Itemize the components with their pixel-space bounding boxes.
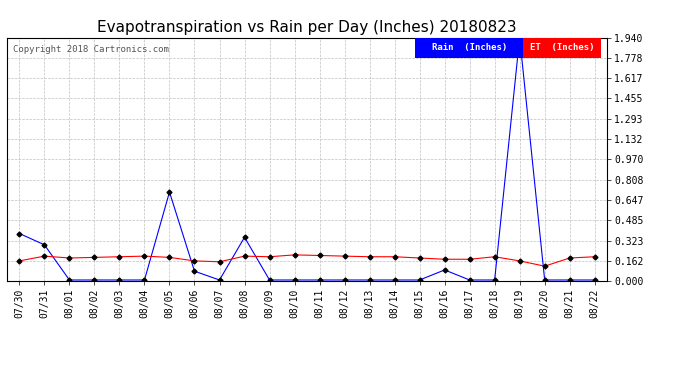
Title: Evapotranspiration vs Rain per Day (Inches) 20180823: Evapotranspiration vs Rain per Day (Inch… (97, 20, 517, 35)
Text: Rain  (Inches): Rain (Inches) (431, 44, 506, 52)
FancyBboxPatch shape (523, 38, 601, 58)
FancyBboxPatch shape (415, 38, 523, 58)
Text: ET  (Inches): ET (Inches) (530, 44, 594, 52)
Text: Copyright 2018 Cartronics.com: Copyright 2018 Cartronics.com (13, 45, 169, 54)
